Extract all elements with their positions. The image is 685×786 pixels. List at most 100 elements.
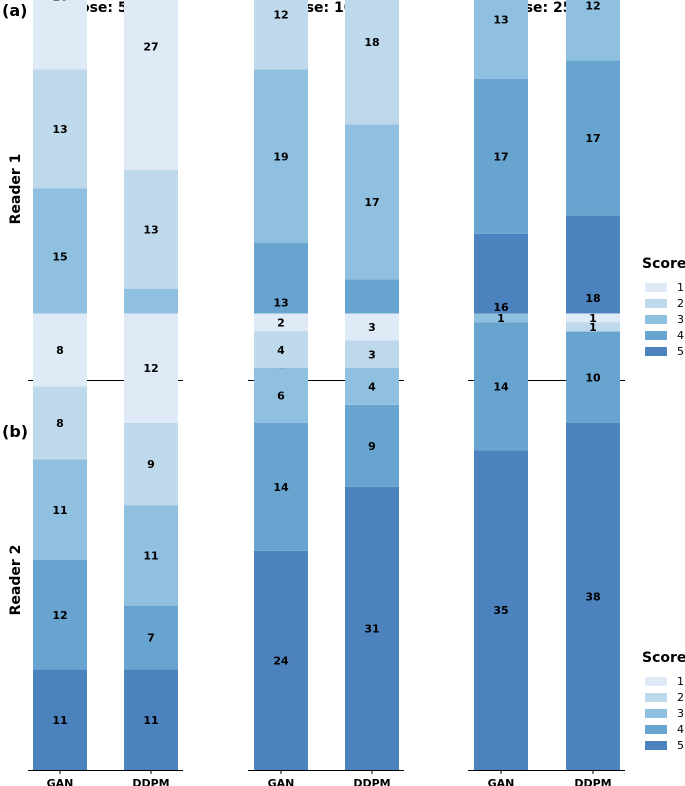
- segment-label-score-1: 27: [143, 41, 158, 54]
- x-tick-label-gan: GAN: [47, 777, 74, 786]
- legend-label-score-2: 2: [677, 297, 684, 310]
- segment-label-score-2: 18: [364, 36, 379, 49]
- segment-score-2: [124, 423, 178, 506]
- segment-label-score-4: 9: [368, 440, 376, 453]
- segment-score-1: [33, 0, 87, 70]
- bar-gan: 6151316: [33, 0, 87, 380]
- segment-score-2: [254, 0, 308, 70]
- legend-label-score-1: 1: [677, 281, 684, 294]
- reader-2-label: Reader 2: [8, 545, 24, 616]
- legend-label-score-3: 3: [677, 707, 684, 720]
- segment-score-1: [254, 313, 308, 332]
- segment-score-4: [254, 423, 308, 551]
- x-tick-label-ddpm: DDPM: [574, 777, 611, 786]
- legend-swatch-score-4: [645, 331, 667, 340]
- segment-score-4: [474, 78, 528, 234]
- segment-label-score-1: 3: [368, 321, 376, 334]
- legend-swatch-score-4: [645, 725, 667, 734]
- segment-score-3: [124, 505, 178, 606]
- segment-label-score-3: 4: [368, 380, 376, 393]
- segment-label-score-3: 12: [585, 0, 600, 13]
- legend-swatch-score-5: [645, 741, 667, 750]
- segment-label-score-4: 13: [273, 296, 288, 309]
- panels-group: 6151316GAN191327DDPM21319124GAN11017184D…: [28, 0, 625, 786]
- segment-label-score-2: 1: [589, 321, 597, 334]
- segment-score-2: [345, 0, 399, 125]
- segment-score-1: [345, 313, 399, 341]
- bar-gan: 35 14 1: [474, 312, 528, 770]
- segment-score-4: [474, 322, 528, 451]
- segment-label-score-5: 11: [52, 714, 67, 727]
- segment-label-score-3: 11: [143, 549, 158, 562]
- legend-swatch-score-5: [645, 347, 667, 356]
- segment-score-5: [124, 669, 178, 770]
- legend-swatch-score-1: [645, 283, 667, 292]
- row-tag-a: (a): [2, 1, 27, 20]
- segment-label-score-1: 1: [589, 312, 597, 325]
- segment-label-score-2: 9: [147, 458, 155, 471]
- segment-score-1: [33, 313, 87, 387]
- legend-label-score-1: 1: [677, 675, 684, 688]
- segment-score-3: [566, 0, 620, 61]
- segment-label-score-3: 19: [273, 150, 288, 163]
- segment-label-score-5: 31: [364, 622, 379, 635]
- segment-score-4: [345, 404, 399, 487]
- segment-label-score-1: 16: [52, 0, 68, 3]
- segment-label-score-3: 17: [364, 196, 379, 209]
- segment-label-score-1: 8: [56, 344, 64, 357]
- legend-reader-1: Score 1 2 3 4 5: [642, 256, 685, 358]
- segment-label-score-2: 3: [368, 349, 376, 362]
- legend-title: Score: [642, 256, 685, 272]
- segment-score-5: [254, 550, 308, 770]
- segment-score-3: [474, 0, 528, 79]
- segment-score-2: [566, 322, 620, 332]
- segment-score-5: [345, 486, 399, 770]
- segment-label-score-4: 14: [493, 380, 509, 393]
- segment-label-score-4: 7: [147, 632, 155, 645]
- reader-1-label: Reader 1: [8, 154, 24, 225]
- segment-label-score-2: 8: [56, 417, 64, 430]
- legend-label-score-3: 3: [677, 313, 684, 326]
- segment-label-score-4: 17: [493, 150, 508, 163]
- legend-reader-2: Score 1 2 3 4 5: [642, 650, 685, 752]
- segment-label-score-4: 14: [273, 481, 289, 494]
- x-tick-label-ddpm: DDPM: [353, 777, 390, 786]
- legend-label-score-4: 4: [677, 329, 684, 342]
- segment-label-score-2: 13: [52, 123, 67, 136]
- legend-label-score-5: 5: [677, 345, 684, 358]
- segment-label-score-5: 35: [493, 604, 508, 617]
- legend-swatch-score-2: [645, 693, 667, 702]
- segment-score-4: [124, 605, 178, 670]
- segment-label-score-3: 6: [277, 390, 285, 403]
- bar-gan: 11 12 11 8 8: [33, 313, 87, 770]
- segment-label-score-2: 13: [143, 223, 158, 236]
- legend-label-score-2: 2: [677, 691, 684, 704]
- segment-score-5: [566, 423, 620, 770]
- segment-score-3: [254, 368, 308, 423]
- segment-score-2: [33, 69, 87, 189]
- segment-score-3: [345, 124, 399, 280]
- segment-label-score-5: 11: [143, 714, 158, 727]
- legend-swatch-score-3: [645, 709, 667, 718]
- segment-score-2: [124, 169, 178, 289]
- segment-score-2: [33, 386, 87, 460]
- segment-score-3: [254, 69, 308, 244]
- legend-label-score-5: 5: [677, 739, 684, 752]
- segment-score-1: [566, 313, 620, 323]
- segment-label-score-5: 18: [585, 292, 600, 305]
- panel-2-2: 24 14 6 4 2 GAN 31 9 4 3 3 DDPM: [248, 313, 404, 786]
- segment-score-1: [124, 313, 178, 423]
- segment-label-score-3: 1: [497, 312, 505, 325]
- segment-label-score-2: 12: [273, 9, 288, 22]
- segment-label-score-2: 4: [277, 344, 285, 357]
- legend-label-score-4: 4: [677, 723, 684, 736]
- x-tick-label-gan: GAN: [268, 777, 295, 786]
- segment-label-score-5: 38: [585, 591, 600, 604]
- legend-swatch-score-3: [645, 315, 667, 324]
- panel-2-1: 11 12 11 8 8 GAN 11 7 11 9 12 DDPM: [28, 313, 183, 786]
- legend-swatch-score-1: [645, 677, 667, 686]
- x-tick-label-ddpm: DDPM: [132, 777, 169, 786]
- segment-label-score-5: 16: [493, 301, 509, 314]
